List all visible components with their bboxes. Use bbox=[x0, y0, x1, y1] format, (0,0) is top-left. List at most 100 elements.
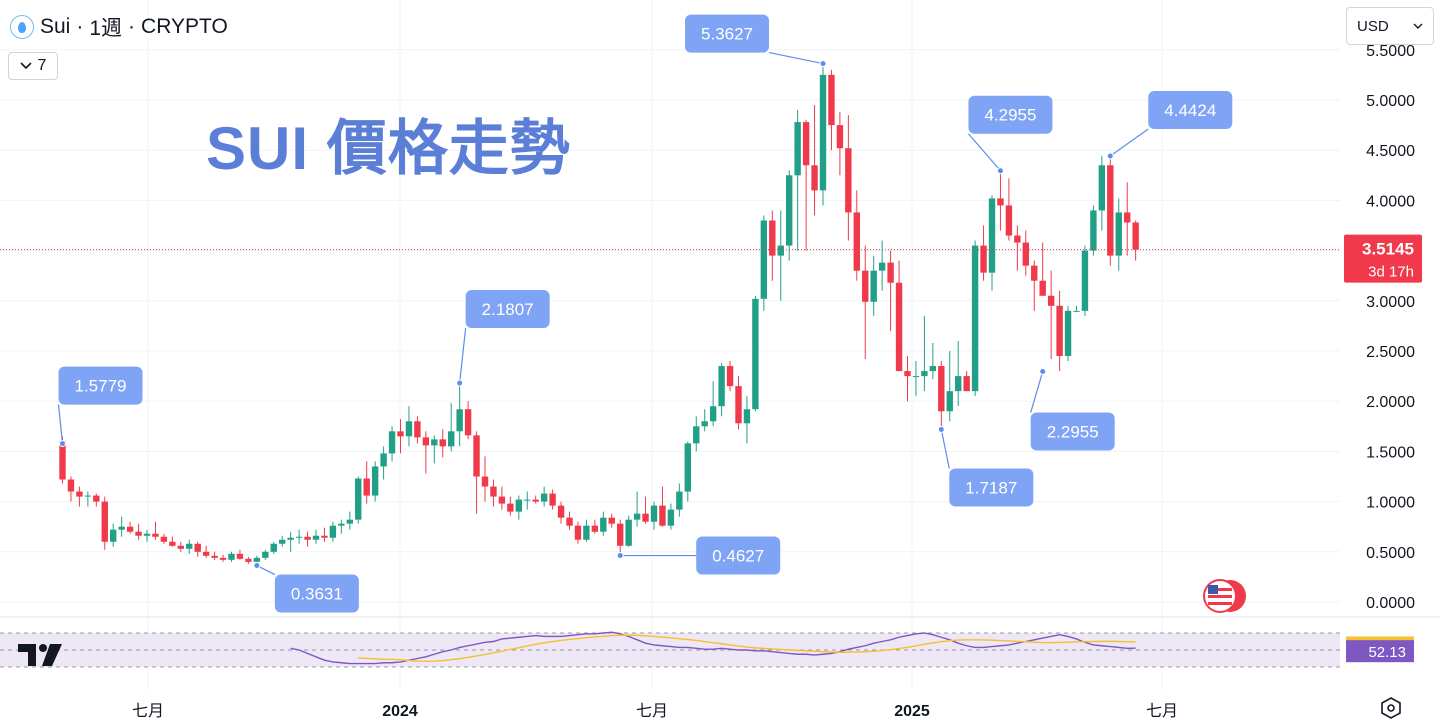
candle-body bbox=[59, 441, 66, 480]
candle-body bbox=[287, 537, 294, 540]
symbol-header[interactable]: Sui · 1週 · CRYPTO bbox=[10, 12, 228, 42]
candle-body bbox=[938, 366, 945, 412]
candle-body bbox=[371, 466, 379, 496]
candle-body bbox=[346, 519, 353, 524]
candle-body bbox=[566, 517, 573, 526]
annotation-anchor bbox=[59, 440, 66, 448]
annotation-box bbox=[465, 290, 550, 329]
annotation-label: 4.2955 bbox=[984, 106, 1036, 125]
candle-body bbox=[794, 122, 801, 176]
settings-icon[interactable] bbox=[1380, 697, 1402, 719]
annotation-connector bbox=[1109, 128, 1149, 157]
candle-body bbox=[895, 282, 903, 372]
candle-body bbox=[574, 525, 582, 540]
candle-body bbox=[329, 525, 337, 538]
annotation-box bbox=[968, 95, 1053, 134]
candle-body bbox=[600, 517, 607, 532]
candle-body bbox=[743, 409, 751, 424]
rsi-value: 52.13 bbox=[1368, 644, 1406, 661]
candle-body bbox=[862, 270, 869, 302]
candle-body bbox=[270, 543, 277, 552]
candle-body bbox=[633, 513, 641, 520]
rsi-value-badge bbox=[1346, 640, 1414, 663]
candle-body bbox=[1132, 222, 1139, 250]
collapse-indicators-button[interactable]: 7 bbox=[8, 52, 58, 80]
time-tick-label: 2024 bbox=[382, 703, 418, 720]
candle-body bbox=[955, 376, 962, 392]
annotation-connector bbox=[1030, 371, 1044, 413]
price-tick-label: 1.5000 bbox=[1366, 444, 1415, 461]
candle-body bbox=[929, 366, 937, 372]
candle-body bbox=[1056, 305, 1063, 357]
annotation-label: 1.5779 bbox=[75, 377, 127, 396]
candle-body bbox=[338, 523, 345, 526]
candle-body bbox=[912, 376, 920, 378]
candle-body bbox=[194, 543, 201, 552]
interval-label: 1週 bbox=[89, 17, 123, 40]
tradingview-logo-icon[interactable] bbox=[16, 642, 66, 668]
chevron-down-icon bbox=[1413, 23, 1423, 29]
chart-title-overlay: SUI 價格走勢 bbox=[206, 115, 571, 182]
price-annotations: 1.5779 0.3631 2.1807 0.4627 5.3627 1.7187 4.29… bbox=[57, 14, 1233, 613]
candle-body bbox=[448, 431, 455, 447]
candle-body bbox=[659, 505, 666, 526]
candle-body bbox=[1005, 205, 1013, 236]
annotation-box bbox=[685, 14, 769, 53]
annotation-connector bbox=[967, 133, 1001, 172]
candle-body bbox=[819, 74, 827, 191]
annotation-box bbox=[58, 366, 143, 405]
candle-body bbox=[1014, 235, 1021, 243]
candle-body bbox=[726, 366, 734, 387]
candle-body bbox=[853, 212, 860, 271]
candle-body bbox=[481, 476, 489, 487]
candle-body bbox=[878, 262, 886, 271]
candle-body bbox=[786, 175, 793, 246]
candle-body bbox=[980, 245, 987, 273]
sui-logo-icon bbox=[10, 15, 34, 39]
candle-body bbox=[490, 486, 497, 497]
annotation-anchor bbox=[819, 60, 827, 68]
candle-body bbox=[583, 525, 590, 540]
candle-body bbox=[557, 505, 565, 518]
candle-body bbox=[473, 435, 480, 477]
candle-body bbox=[997, 198, 1004, 206]
candle-body bbox=[1081, 250, 1089, 311]
candle-body bbox=[625, 519, 632, 546]
currency-select[interactable]: USD bbox=[1346, 7, 1434, 45]
candle-body bbox=[126, 526, 134, 532]
candle-body bbox=[363, 478, 370, 496]
candle-body bbox=[169, 541, 176, 546]
time-axis[interactable]: 七月 2024 七月 2025 七月 bbox=[132, 702, 1178, 720]
candle-body bbox=[988, 198, 996, 273]
rsi-band bbox=[0, 633, 1340, 667]
annotation-label: 2.1807 bbox=[482, 300, 534, 319]
candle-body bbox=[1039, 280, 1046, 296]
indicator-count: 7 bbox=[37, 57, 47, 74]
candle-body bbox=[135, 531, 142, 536]
last-price-marker: 3.5145 3d 17h bbox=[0, 234, 1422, 283]
candle-body bbox=[405, 421, 413, 437]
candle-body bbox=[76, 491, 83, 497]
candle-body bbox=[397, 431, 404, 437]
candle-body bbox=[642, 513, 649, 522]
candle-body bbox=[304, 536, 311, 540]
candle-body bbox=[1031, 265, 1038, 281]
candle-body bbox=[1107, 165, 1114, 256]
candle-body bbox=[422, 437, 430, 446]
candle-body bbox=[118, 526, 125, 530]
candlestick-series bbox=[59, 63, 1139, 566]
price-tick-label: 2.0000 bbox=[1366, 394, 1415, 411]
price-axis[interactable]: 5.50005.00004.50004.00003.50003.00002.50… bbox=[1366, 43, 1415, 612]
candle-body bbox=[650, 505, 658, 522]
annotation-anchor bbox=[1039, 368, 1047, 376]
time-tick-label: 七月 bbox=[132, 702, 164, 720]
candle-body bbox=[540, 493, 548, 502]
us-flag-icon[interactable] bbox=[1202, 578, 1248, 614]
candle-body bbox=[388, 431, 396, 454]
rsi-pane[interactable]: 52.9752.13 bbox=[0, 631, 1414, 668]
annotation-anchor bbox=[456, 379, 464, 387]
separator: · bbox=[128, 15, 136, 38]
annotation-box bbox=[1148, 90, 1233, 129]
candle-body bbox=[667, 509, 675, 526]
